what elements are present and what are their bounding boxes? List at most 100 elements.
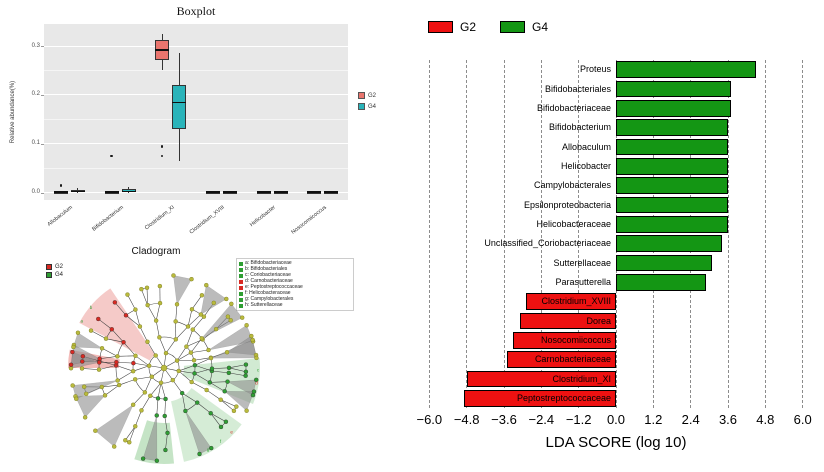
lda-bar-label: Helicobacteraceae — [536, 218, 611, 229]
taxa-legend-item: d: Carnobacteriaceae — [239, 279, 351, 284]
cladogram-branch — [98, 318, 112, 330]
taxa-legend-swatch — [239, 285, 243, 290]
cladogram-node — [130, 368, 136, 374]
gridline — [615, 60, 617, 408]
cladogram-graphic: a b c d e f g h — [68, 273, 260, 464]
cladogram-node — [140, 456, 146, 461]
cladogram-node — [70, 383, 75, 388]
cladogram-node — [189, 379, 194, 385]
cladogram-branch — [192, 316, 205, 330]
cladogram-node — [102, 393, 108, 398]
cladogram-collapsed-clade — [70, 344, 101, 365]
cladogram-node — [198, 312, 204, 317]
cladogram-branch — [150, 382, 162, 396]
lda-x-axis-label: LDA SCORE (log 10) — [545, 434, 687, 451]
cladogram-branch — [157, 382, 162, 399]
x-axis-tick-label: 2.4 — [681, 412, 700, 427]
cladogram-branch — [99, 360, 117, 366]
cladogram-sector-letter: h — [156, 458, 159, 463]
cladogram-node — [157, 283, 163, 289]
cladogram-node — [225, 379, 230, 384]
taxa-legend-swatch — [239, 291, 243, 296]
cladogram-branch — [117, 355, 136, 357]
cladogram-node — [226, 370, 232, 376]
cladogram-branch — [176, 346, 187, 361]
cladogram-node — [189, 307, 195, 312]
cladogram-node — [173, 337, 178, 342]
cladogram-branch — [206, 389, 221, 400]
taxa-legend-swatch — [239, 273, 243, 278]
cladogram-branch — [132, 392, 146, 405]
cladogram-node — [133, 424, 138, 429]
legend-item: G2 — [428, 20, 476, 34]
cladogram-node — [173, 319, 178, 324]
boxplot-legend: G2 G4 — [358, 92, 376, 110]
cladogram-branch — [178, 364, 195, 372]
gridline — [44, 143, 348, 145]
cladogram-node — [97, 356, 102, 361]
cladogram-node — [224, 350, 230, 355]
taxa-legend-label: d: Carnobacteriaceae — [245, 278, 293, 284]
taxa-legend-item: b: Bifidobacteriales — [239, 267, 351, 272]
x-axis-tick-label: −3.6 — [491, 412, 517, 427]
cladogram-branch — [114, 302, 127, 316]
cladogram-node — [123, 313, 129, 318]
cladogram-branch — [209, 381, 228, 383]
x-axis-tick-label: −2.4 — [528, 412, 555, 427]
cladogram-node — [153, 318, 159, 323]
cladogram-node — [206, 347, 211, 353]
cladogram-node — [240, 315, 245, 320]
gridline — [428, 60, 430, 408]
cladogram-node — [176, 368, 181, 374]
cladogram-node — [249, 333, 254, 339]
cladogram-node — [208, 411, 213, 416]
cladogram-node — [146, 363, 152, 368]
median-line — [273, 191, 288, 193]
taxa-legend-item: h: Sutterellaceae — [239, 303, 351, 308]
cladogram-node — [191, 358, 197, 363]
lda-bar — [616, 158, 728, 175]
cladogram-branch — [147, 341, 156, 356]
cladogram-collapsed-clade — [201, 303, 243, 339]
cladogram-node — [139, 286, 144, 292]
cladogram-node — [96, 316, 101, 322]
cladogram-collapsed-clade — [173, 275, 192, 305]
gridline — [802, 60, 804, 408]
cladogram-node — [157, 335, 162, 340]
cladogram-collapsed-clade — [75, 395, 106, 418]
cladogram-branch — [210, 412, 227, 423]
cladogram-branch — [182, 392, 198, 403]
outlier-dot — [160, 154, 164, 158]
lda-plot-area: Proteus Bifidobacteriales Bifidobacteriace… — [420, 60, 812, 408]
cladogram-node — [250, 392, 256, 398]
y-axis-tick-label: 0.0 — [31, 189, 40, 196]
cladogram-branch — [165, 432, 168, 451]
cladogram-node — [139, 408, 144, 413]
cladogram-branch — [186, 329, 194, 347]
x-axis-tick-label: −6.0 — [416, 412, 443, 427]
cladogram-group-legend: G2 G4 — [46, 264, 63, 278]
taxa-legend-swatch — [239, 297, 243, 302]
cladogram-node — [162, 413, 167, 419]
cladogram-node — [88, 328, 94, 333]
cladogram-branch — [194, 368, 213, 374]
taxa-legend-item: a: Bifidobacteriaceae — [239, 261, 351, 266]
taxa-legend-item: c: Coriobacteriaceae — [239, 273, 351, 278]
cladogram-branch — [220, 399, 237, 407]
cladogram-branch — [141, 289, 148, 306]
cladogram-node — [154, 413, 159, 418]
cladogram-node — [83, 391, 89, 397]
lda-bar — [513, 332, 616, 349]
x-axis-tick-label: 1.2 — [644, 412, 663, 427]
gridline — [503, 60, 505, 408]
cladogram-branch — [81, 368, 100, 370]
median-line — [307, 191, 322, 193]
cladogram-node — [171, 273, 176, 278]
gridline — [466, 60, 468, 408]
cladogram-node — [229, 301, 234, 307]
cladogram-sector-letter: b — [90, 305, 93, 310]
taxa-legend-label: c: Coriobacteriaceae — [245, 272, 291, 278]
cladogram-branch — [101, 348, 118, 357]
cladogram-branch — [190, 338, 202, 353]
taxa-legend-item: f: Helicobacteraceae — [239, 291, 351, 296]
